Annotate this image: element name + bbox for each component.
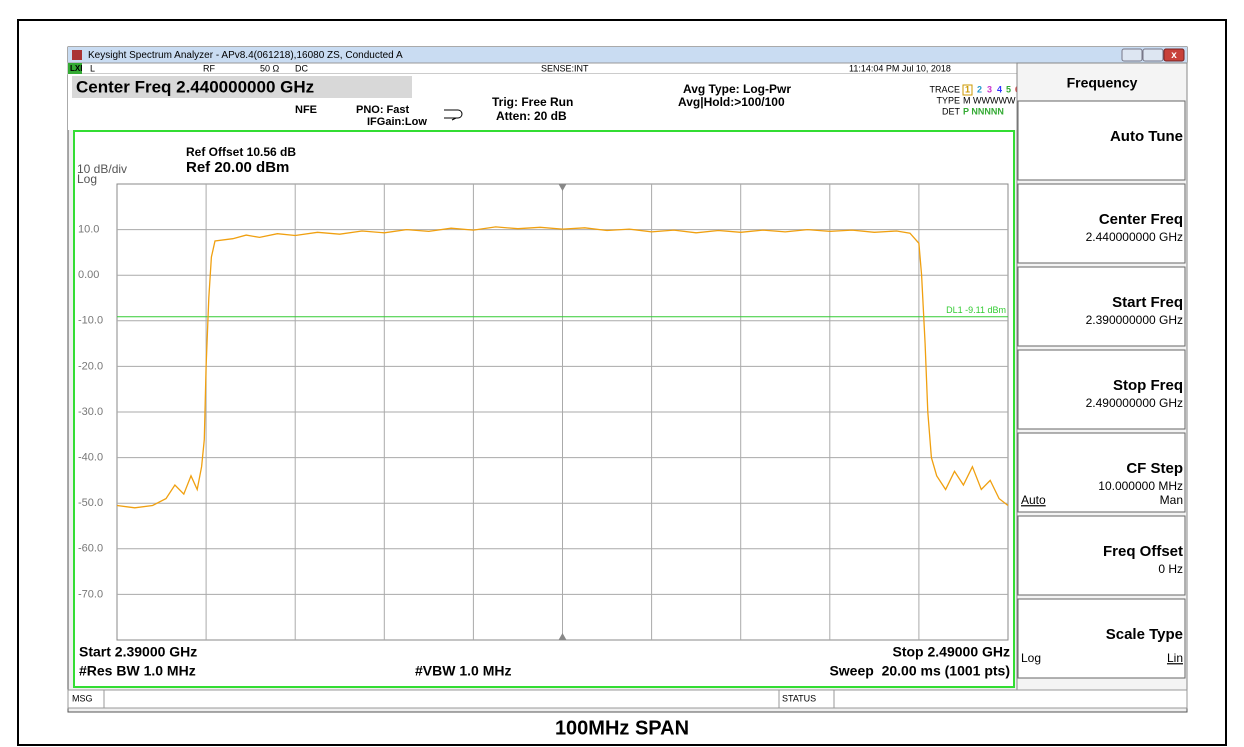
center-marker bbox=[558, 633, 567, 640]
status-item: RF bbox=[203, 63, 215, 73]
trig: Trig: Free Run bbox=[492, 95, 573, 109]
status-item: 11:14:04 PM Jul 10, 2018 bbox=[849, 63, 951, 73]
type-label: TYPE bbox=[936, 95, 960, 105]
y-tick-label: -60.0 bbox=[78, 543, 103, 555]
close-glyph: x bbox=[1171, 50, 1177, 61]
maximize-button[interactable] bbox=[1142, 48, 1164, 62]
softkey-label: Scale Type bbox=[1106, 626, 1183, 643]
softkey[interactable] bbox=[1017, 515, 1186, 596]
y-tick-label: -40.0 bbox=[78, 452, 103, 464]
status-items: L RF 50 Ω DC SENSE:INT 11:14:04 PM Jul 1… bbox=[90, 63, 951, 73]
ref-offset: Ref Offset 10.56 dB bbox=[186, 145, 296, 159]
softkey-label: Stop Freq bbox=[1113, 377, 1183, 394]
softkey-option: Man bbox=[1160, 493, 1183, 507]
log-label: Log bbox=[77, 172, 97, 186]
y-tick-label: -30.0 bbox=[78, 406, 103, 418]
softkey[interactable] bbox=[1017, 598, 1186, 679]
softkey-value: 2.390000000 GHz bbox=[1086, 313, 1183, 327]
softkey-value: 2.440000000 GHz bbox=[1086, 230, 1183, 244]
y-tick-label: 10.0 bbox=[78, 224, 99, 236]
trace-label: TRACE bbox=[929, 84, 960, 94]
type-value: M WWWWW bbox=[963, 95, 1016, 105]
msg-label: MSG bbox=[72, 693, 93, 703]
softkey-value: 10.000000 MHz bbox=[1098, 479, 1183, 493]
center-freq: Center Freq 2.440000000 GHz bbox=[76, 77, 314, 96]
softkey[interactable] bbox=[1017, 432, 1186, 513]
plot-frame bbox=[73, 130, 1015, 688]
softkey-option: Lin bbox=[1167, 651, 1183, 665]
trace bbox=[116, 226, 1009, 509]
atten: Atten: 20 dB bbox=[496, 109, 567, 123]
avg-hold: Avg|Hold:>100/100 bbox=[678, 95, 785, 109]
softkey-panel: Frequency Auto Tune Center Freq 2.440000000… bbox=[1016, 62, 1188, 691]
status-item: DC bbox=[295, 63, 308, 73]
softkey-label: Freq Offset bbox=[1103, 543, 1183, 560]
softkey[interactable] bbox=[1017, 100, 1186, 181]
ifgain: IFGain:Low bbox=[367, 116, 427, 128]
center-freq-box bbox=[72, 76, 412, 98]
softkey-label: Center Freq bbox=[1099, 211, 1183, 228]
caption: 100MHz SPAN bbox=[555, 717, 689, 739]
softkey-option: Log bbox=[1021, 651, 1041, 665]
trace-num: 4 bbox=[997, 84, 1002, 94]
det-value: P NNNNN bbox=[963, 106, 1004, 116]
sweep-icon bbox=[444, 109, 463, 121]
softkey-value: 0 Hz bbox=[1158, 562, 1183, 576]
close-button[interactable] bbox=[1163, 48, 1185, 62]
message-bar bbox=[67, 689, 1188, 709]
vbw: #VBW 1.0 MHz bbox=[415, 663, 511, 679]
res-bw: #Res BW 1.0 MHz bbox=[79, 663, 196, 679]
softkey-label: CF Step bbox=[1126, 460, 1183, 477]
trace-num: 1 bbox=[965, 84, 970, 94]
y-tick-label: -20.0 bbox=[78, 360, 103, 372]
nfe: NFE bbox=[295, 104, 317, 116]
softkey[interactable] bbox=[1017, 183, 1186, 264]
status-item: SENSE:INT bbox=[541, 63, 589, 73]
avg-type: Avg Type: Log-Pwr bbox=[683, 82, 791, 96]
y-tick-label: -10.0 bbox=[78, 315, 103, 327]
stop-freq: Stop 2.49000 GHz bbox=[893, 644, 1011, 660]
y-tick-label: -70.0 bbox=[78, 588, 103, 600]
softkey[interactable] bbox=[1017, 349, 1186, 430]
sweep: Sweep 20.00 ms (1001 pts) bbox=[829, 663, 1010, 679]
app-icon bbox=[72, 50, 82, 60]
start-freq: Start 2.39000 GHz bbox=[79, 644, 197, 660]
trace-num: 5 bbox=[1006, 84, 1011, 94]
softkey[interactable] bbox=[1017, 266, 1186, 347]
trace-num: 2 bbox=[977, 84, 982, 94]
softkey-option: Auto bbox=[1021, 493, 1046, 507]
y-tick-label: 0.00 bbox=[78, 269, 99, 281]
minimize-button[interactable] bbox=[1121, 48, 1143, 62]
status-item: L bbox=[90, 63, 95, 73]
scale-per-div: 10 dB/div bbox=[77, 162, 127, 176]
softkey-title: Frequency bbox=[1067, 75, 1138, 91]
ref-level: Ref 20.00 dBm bbox=[186, 159, 289, 176]
y-tick-label: -50.0 bbox=[78, 497, 103, 509]
center-marker bbox=[558, 184, 567, 191]
window-title: Keysight Spectrum Analyzer - APv8.4(0612… bbox=[88, 50, 403, 61]
trace-num: 3 bbox=[987, 84, 992, 94]
pno: PNO: Fast bbox=[356, 104, 410, 116]
det-label: DET bbox=[942, 106, 961, 116]
plot-area: 10.0 0.00 -10.0 -20.0 -30.0 -40.0 -50.0 -60.0 -7… bbox=[78, 183, 1009, 641]
active-trace-box bbox=[962, 84, 973, 96]
display-line-label: DL1 -9.11 dBm bbox=[946, 305, 1006, 315]
softkey-value: 2.490000000 GHz bbox=[1086, 396, 1183, 410]
lxi-badge bbox=[68, 63, 82, 74]
softkey-label: Start Freq bbox=[1112, 294, 1183, 311]
softkey-label: Auto Tune bbox=[1110, 128, 1183, 145]
lxi: LXI bbox=[70, 64, 82, 73]
title-bar bbox=[68, 47, 1187, 63]
status-label: STATUS bbox=[782, 693, 816, 703]
status-item: 50 Ω bbox=[260, 63, 280, 73]
